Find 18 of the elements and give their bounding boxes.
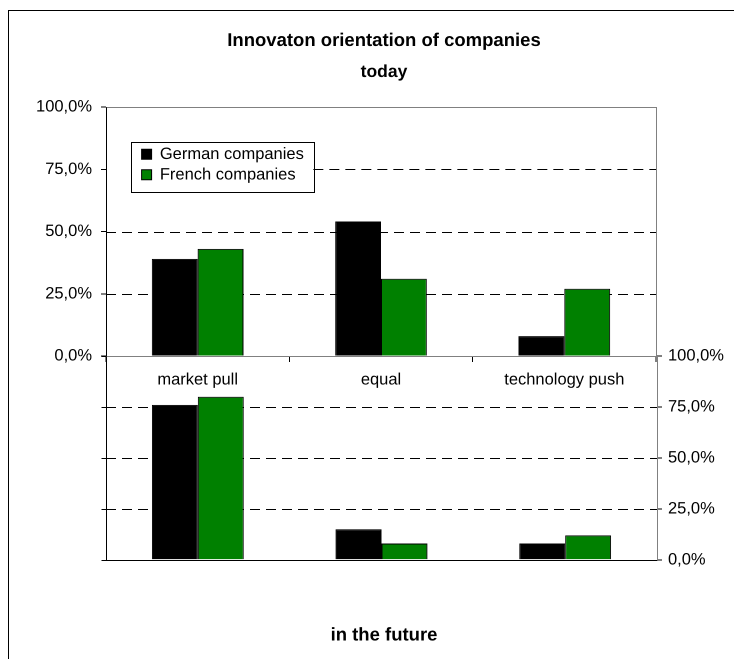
y-tick-label: 50,0% bbox=[668, 448, 716, 466]
y-tick-label: 100,0% bbox=[668, 346, 724, 365]
chart-title: Innovaton orientation of companies bbox=[227, 29, 541, 50]
x-tick-label: equal bbox=[360, 370, 402, 388]
text: in the future bbox=[330, 623, 438, 644]
y-tick-label: 75,0% bbox=[45, 160, 92, 178]
y-tick-label: 0,0% bbox=[668, 550, 706, 568]
legend-label: German companies bbox=[160, 144, 304, 163]
y-tick-label: 50,0% bbox=[45, 222, 92, 240]
y-tick-label: 25,0% bbox=[45, 284, 92, 302]
y-tick-label: 25,0% bbox=[668, 499, 716, 518]
y-tick-label: 100,0% bbox=[36, 98, 92, 116]
chart-subtitle: today bbox=[360, 60, 408, 81]
x-tick-label: market pull bbox=[157, 370, 238, 388]
y-tick-label: 0,0% bbox=[54, 346, 92, 365]
y-tick-label: 75,0% bbox=[668, 397, 716, 416]
legend-label: French companies bbox=[160, 165, 296, 184]
x-tick-label: technology push bbox=[504, 370, 624, 388]
